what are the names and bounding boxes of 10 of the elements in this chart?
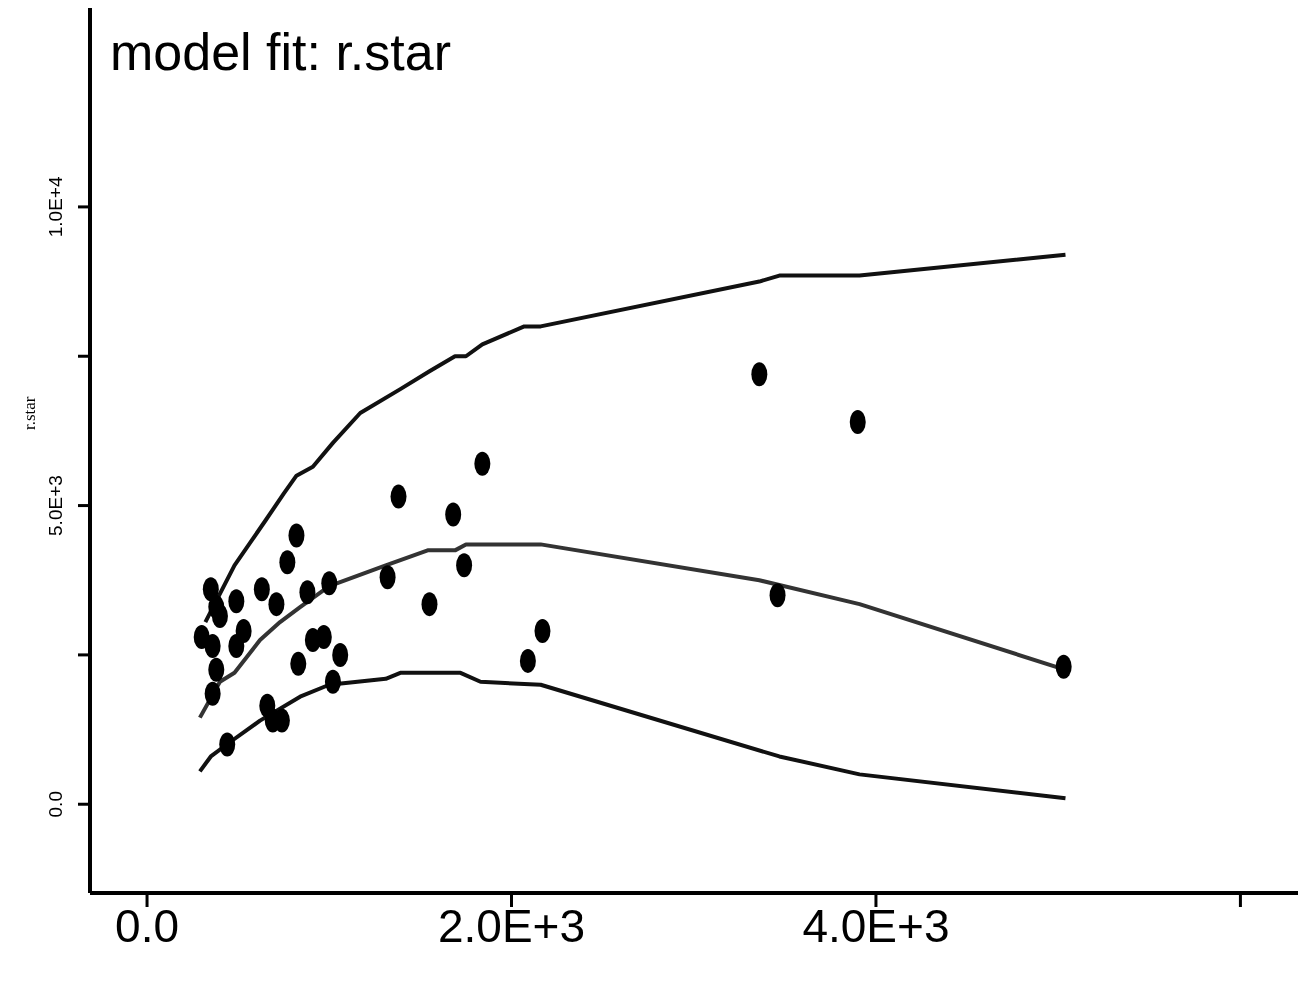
x-tick-label: 4.0E+3 [802, 899, 950, 952]
line-series [197, 670, 1068, 801]
y-tick-label: 5.0E+3 [45, 475, 66, 536]
x-tick-label: 2.0E+3 [437, 899, 586, 952]
line-series [203, 252, 1068, 625]
x-tick-label: 0.0 [115, 899, 180, 952]
y-axis-title: r.star [20, 396, 40, 430]
chart-title: model fit: r.star [110, 22, 451, 82]
y-tick-label: 0.0 [45, 791, 66, 818]
y-tick-label: 1.0E+4 [45, 176, 66, 238]
